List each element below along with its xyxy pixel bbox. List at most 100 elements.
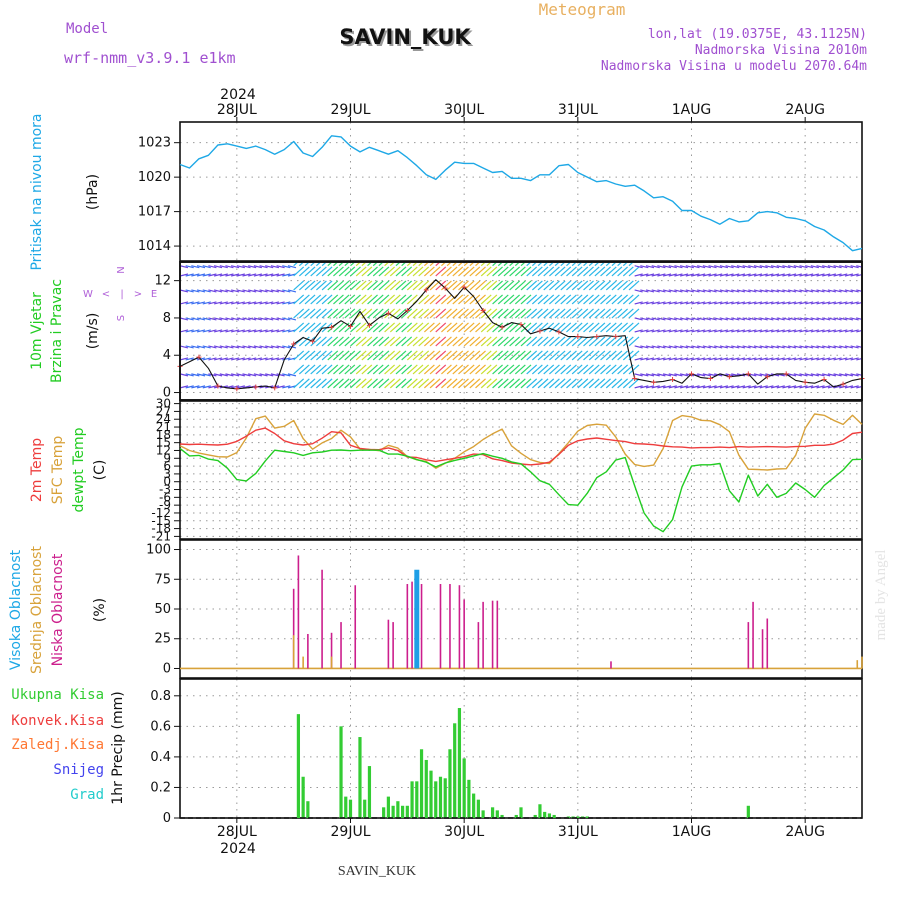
- wind-barb: [657, 329, 666, 333]
- wind-barb: [566, 294, 577, 305]
- wind-barb: [406, 336, 418, 347]
- wind-barb: [242, 289, 251, 293]
- wind-barb: [372, 336, 384, 347]
- wind-marker: [556, 329, 562, 335]
- wind-barb: [298, 336, 310, 347]
- wind-barb: [765, 385, 774, 389]
- wind-barb: [531, 336, 543, 347]
- wind-barb: [640, 317, 649, 321]
- precip-bar: [490, 807, 495, 818]
- wind-barb: [549, 266, 560, 277]
- wind-barb: [725, 265, 734, 269]
- wind-barb: [702, 317, 712, 321]
- wind-barb: [452, 378, 464, 389]
- wind-barb: [469, 308, 481, 319]
- wind-barb: [270, 301, 280, 305]
- wind-barb: [736, 265, 746, 269]
- wind-barb: [662, 265, 672, 269]
- wind-barb: [662, 345, 672, 349]
- wind-barb: [605, 378, 617, 389]
- wind-barb: [236, 385, 245, 389]
- wind-barb: [742, 357, 751, 361]
- wind-barb: [827, 373, 837, 377]
- wind-barb: [827, 357, 837, 361]
- wind-barb: [537, 266, 549, 277]
- wind-barb: [719, 329, 729, 333]
- wind-barb: [839, 329, 848, 333]
- wind-marker: [404, 307, 410, 313]
- wind-barb: [395, 322, 407, 333]
- wind-barb: [395, 308, 407, 319]
- precip-bar: [576, 816, 580, 818]
- wind-barb: [793, 289, 802, 293]
- wind-barb: [697, 373, 706, 377]
- wind-barb: [605, 336, 617, 347]
- wind-barb: [759, 357, 768, 361]
- precip-bar: [500, 814, 504, 818]
- wind-barb: [480, 350, 492, 361]
- station-title: SAVIN_KUK: [339, 25, 471, 49]
- sfc-temp-label: SFC Temp: [50, 436, 66, 505]
- wind-marker: [632, 376, 638, 382]
- wind-barb: [225, 265, 234, 269]
- wind-barb: [600, 280, 611, 291]
- wind-barb: [321, 378, 333, 389]
- wind-barb: [423, 336, 435, 347]
- wind-barb: [765, 289, 774, 293]
- wind-barb: [583, 336, 594, 347]
- wind-barb: [850, 357, 859, 361]
- wind-marker: [651, 379, 657, 385]
- wind-barb: [816, 273, 825, 277]
- wind-barb: [742, 289, 751, 293]
- wind-barb: [185, 301, 194, 305]
- wind-barb: [236, 329, 245, 333]
- wind-barb: [571, 266, 583, 277]
- wind-barb: [248, 289, 257, 293]
- wind-barb: [628, 280, 640, 291]
- wind-barb: [583, 350, 594, 361]
- wind-barb: [463, 322, 475, 333]
- wind-barb: [526, 322, 538, 333]
- wind-barb: [492, 322, 503, 333]
- wind-barb: [554, 294, 566, 305]
- wind-barb: [691, 301, 700, 305]
- wind-barb: [640, 265, 649, 269]
- wind-barb: [282, 317, 291, 321]
- wind-barb: [361, 266, 373, 277]
- wind-barb: [850, 317, 859, 321]
- wind-barb: [668, 345, 677, 349]
- wind-barb: [725, 273, 734, 277]
- wind-barb: [549, 378, 560, 389]
- wind-barb: [259, 273, 268, 277]
- top-day-label: 29JUL: [331, 102, 371, 118]
- wind-barb: [463, 262, 470, 267]
- wind-barb: [674, 289, 683, 293]
- wind-barb: [708, 373, 717, 377]
- wind-barb: [833, 317, 842, 321]
- wind-barb: [401, 322, 413, 333]
- wind-barb: [799, 289, 808, 293]
- wind-barb: [571, 294, 583, 305]
- wind-barb: [856, 357, 862, 361]
- precip-bar: [339, 726, 343, 818]
- wind-barb: [213, 265, 223, 269]
- wind-barb: [520, 336, 532, 347]
- wind-barb: [742, 265, 751, 269]
- wind-barb: [412, 280, 424, 291]
- wind-barb: [406, 262, 413, 267]
- wind-barb: [708, 301, 717, 305]
- wind-barb: [611, 280, 623, 291]
- wind-barb: [389, 262, 396, 267]
- wind-barb: [685, 385, 694, 389]
- wind-barb: [549, 294, 560, 305]
- wind-barb: [691, 273, 700, 277]
- wind-barb: [514, 308, 526, 319]
- precip-bar: [386, 796, 390, 818]
- wind-barb: [327, 336, 339, 347]
- wind-barb: [418, 336, 430, 347]
- wind-barb: [435, 322, 447, 333]
- wind-barb: [315, 280, 327, 291]
- wind-barb: [276, 273, 285, 277]
- wind-barb: [822, 265, 831, 269]
- wind-barb: [344, 322, 356, 333]
